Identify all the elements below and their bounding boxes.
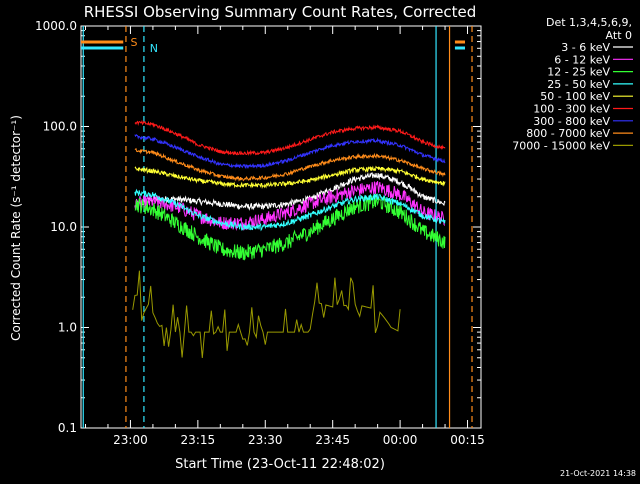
legend-entry-label: 25 - 50 keV: [547, 78, 610, 91]
plot-layer: 0.1 1.0 10.0 100.0 1000.0 23:00 23:15 23:30 23:4…: [35, 19, 633, 447]
x-tick-label: 23:15: [181, 433, 216, 447]
x-tick-label: 00:15: [450, 433, 485, 447]
series-line: [134, 165, 446, 190]
x-tick-label: 23:00: [113, 433, 148, 447]
x-tick-label: 23:45: [315, 433, 350, 447]
y-tick-label: 1.0: [58, 321, 77, 335]
plot-frame: [80, 25, 482, 429]
series-line: [134, 193, 446, 261]
series-line: [134, 133, 446, 170]
y-tick-label: 100.0: [43, 120, 77, 134]
legend-entry-label: 12 - 25 keV: [547, 66, 610, 79]
footer-date: 21-Oct-2021 14:38: [560, 469, 636, 478]
legend-header-line: Att 0: [606, 29, 632, 42]
legend-header-line: Det 1,3,4,5,6,9,: [546, 16, 632, 29]
series-line: [134, 181, 445, 231]
y-axis-label: Corrected Count Rate (s⁻¹ detector⁻¹): [9, 115, 23, 341]
legend-entry-label: 50 - 100 keV: [540, 90, 610, 103]
legend-entry-label: 100 - 300 keV: [533, 103, 610, 116]
chart-title: RHESSI Observing Summary Count Rates, Co…: [84, 3, 477, 21]
y-tick-label: 10.0: [50, 220, 77, 234]
legend-entry-label: 800 - 7000 keV: [526, 127, 610, 140]
legend-entry-label: 6 - 12 keV: [554, 53, 610, 66]
series-line: [134, 119, 446, 156]
series-line: [134, 172, 446, 211]
legend-entry-label: 7000 - 15000 keV: [512, 139, 610, 152]
y-tick-label: 1000.0: [35, 19, 77, 33]
marker-label: S: [131, 36, 138, 49]
x-tick-label: 00:00: [383, 433, 418, 447]
x-tick-label: 23:30: [248, 433, 283, 447]
x-axis-label: Start Time (23-Oct-11 22:48:02): [175, 457, 385, 472]
series-line: [134, 147, 446, 182]
series-line: [134, 188, 446, 232]
series-line: [132, 270, 401, 358]
y-tick-label: 0.1: [58, 421, 77, 435]
legend-entry-label: 300 - 800 keV: [533, 115, 610, 128]
legend-entry-label: 3 - 6 keV: [561, 41, 610, 54]
marker-label: N: [150, 42, 158, 55]
